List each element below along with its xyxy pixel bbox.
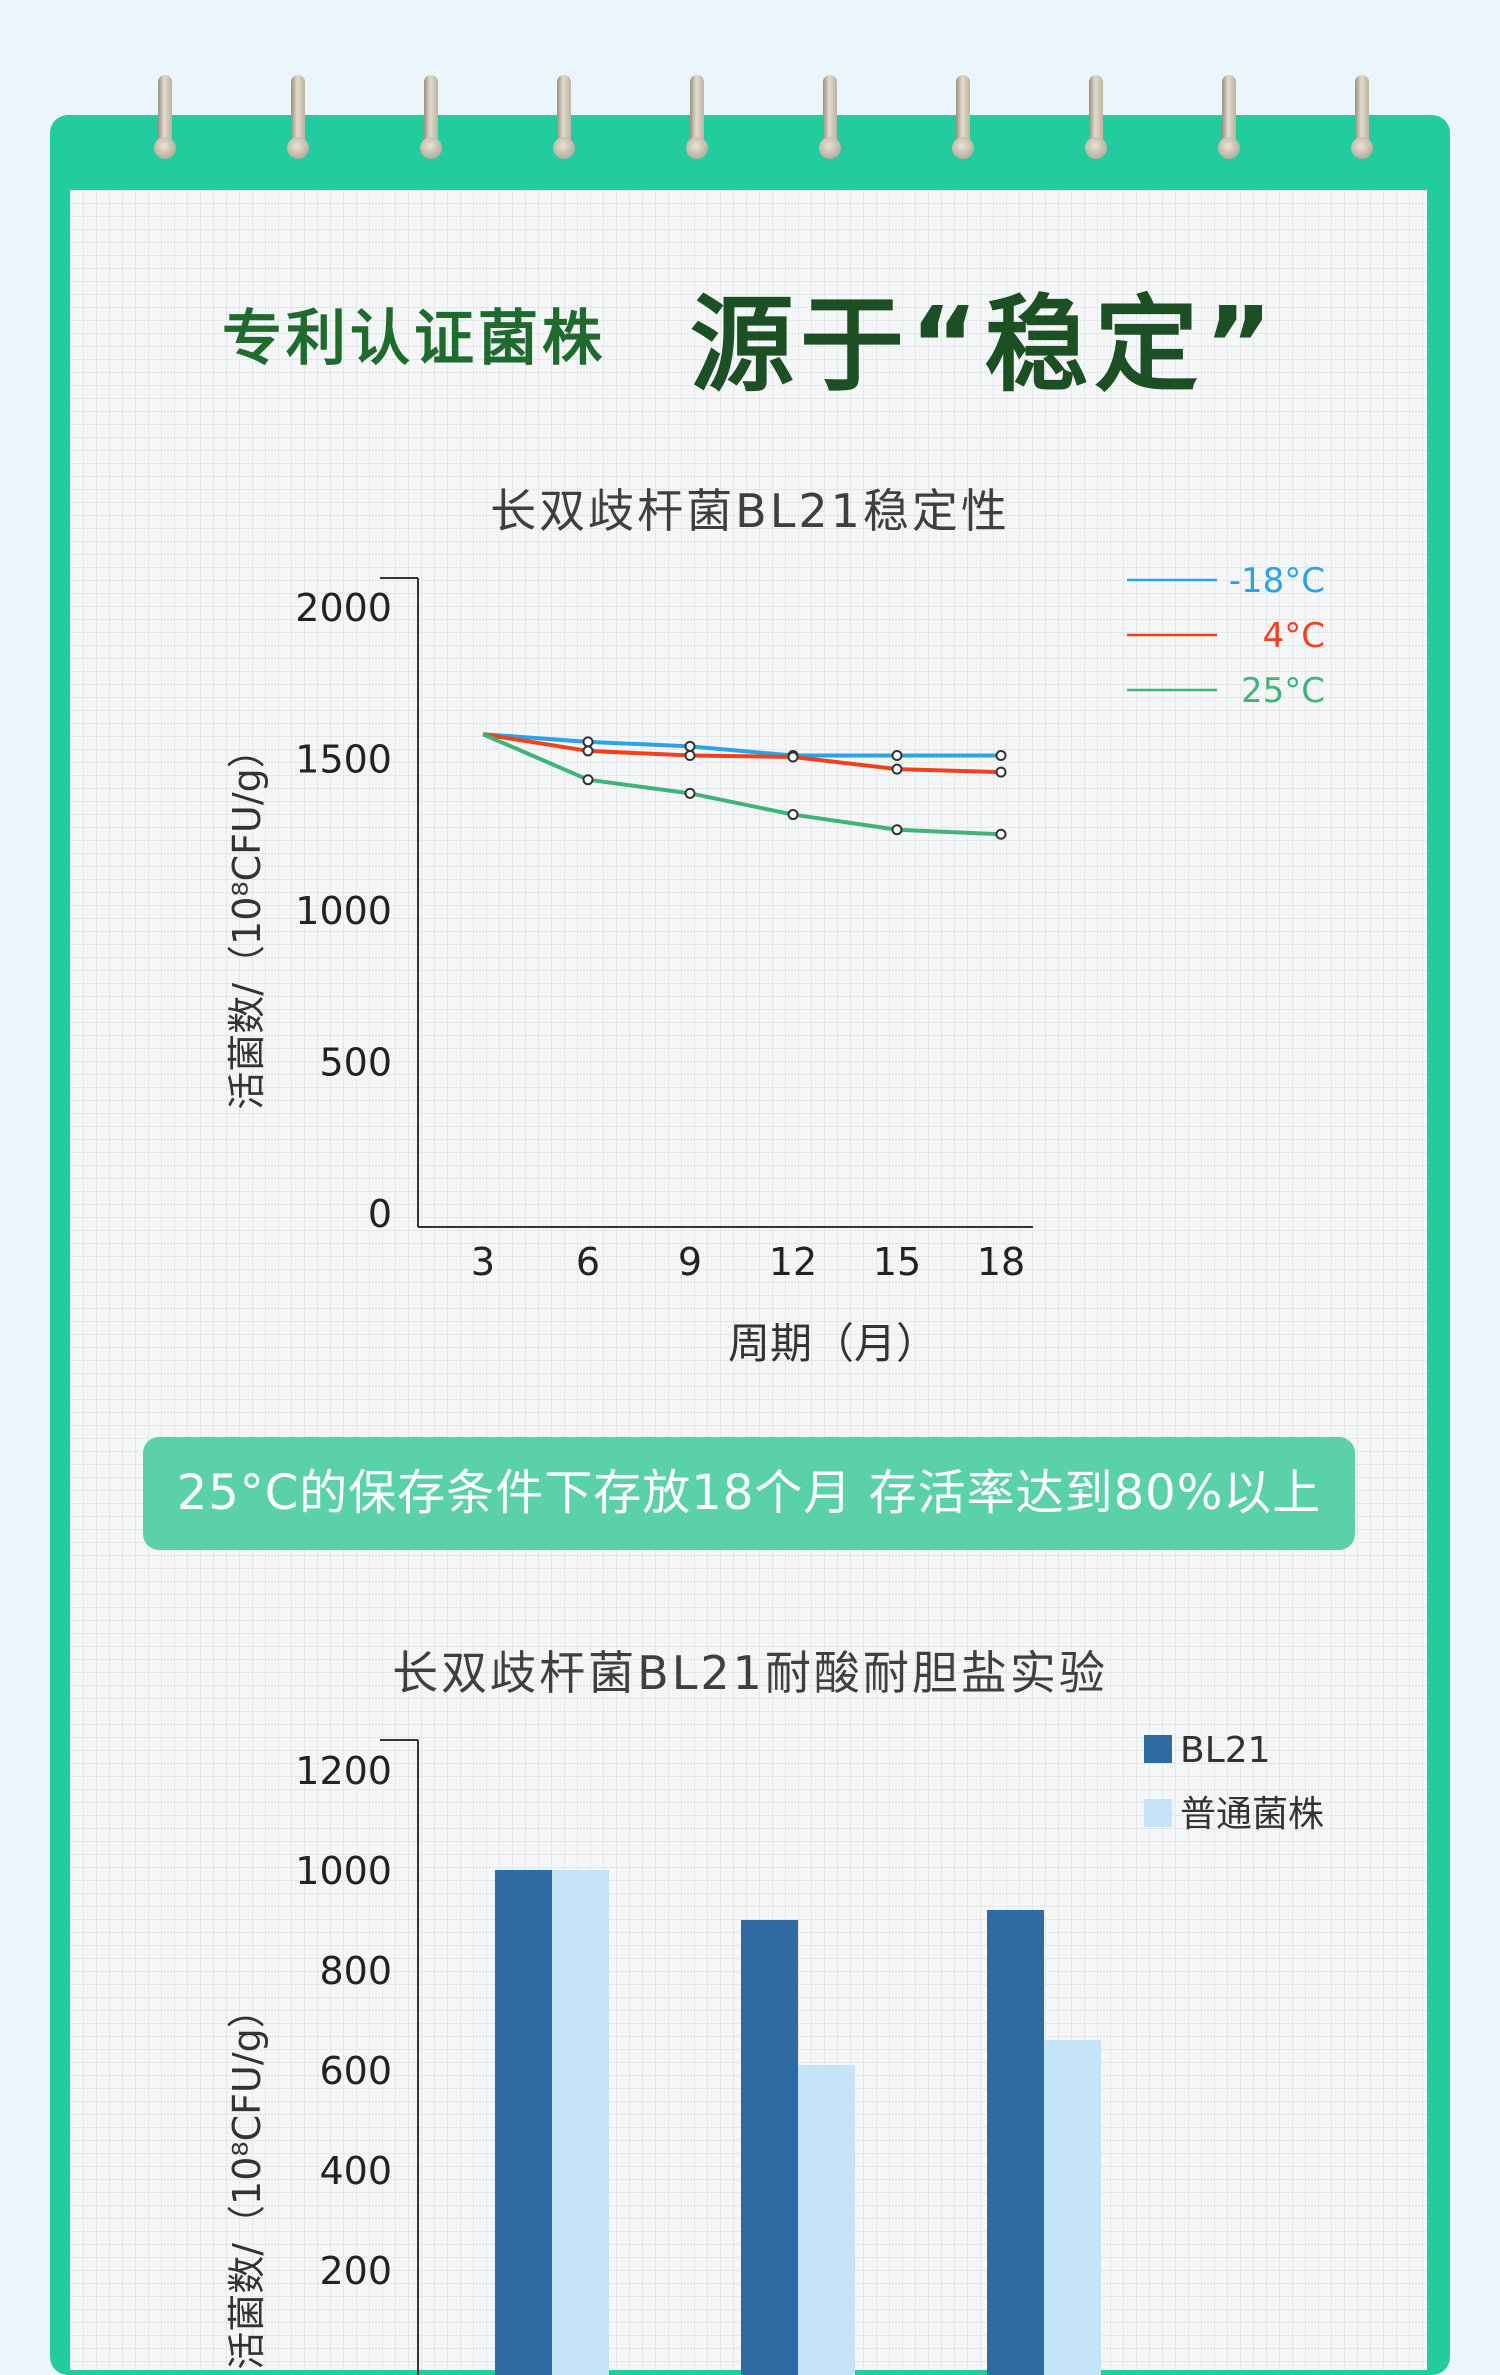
binder-ring	[1351, 75, 1373, 159]
y-tick-label: 1000	[295, 1849, 392, 1893]
highlight-banner: 25°C的保存条件下存放18个月 存活率达到80%以上	[143, 1437, 1355, 1550]
data-point	[995, 749, 1007, 761]
y-axis-label: 活菌数/（10⁸CFU/g）	[225, 730, 269, 1110]
x-tick-label: 18	[977, 1240, 1025, 1284]
binder-ring	[1085, 75, 1107, 159]
line-chart-title: 长双歧杆菌BL21稳定性	[490, 484, 1010, 538]
y-tick-label: 1200	[295, 1749, 392, 1793]
y-tick-label: 1500	[295, 738, 392, 782]
series-line	[482, 732, 1001, 758]
bar	[987, 1910, 1044, 2375]
grid-paper	[70, 190, 1427, 2370]
y-tick-label: 200	[319, 2249, 392, 2293]
data-point	[582, 745, 594, 757]
data-point	[891, 749, 903, 761]
binder-ring	[287, 75, 309, 159]
legend-label: 25°C	[1241, 671, 1325, 711]
data-point	[995, 828, 1007, 840]
banner-text: 25°C的保存条件下存放18个月 存活率达到80%以上	[176, 1465, 1322, 1521]
y-tick-label: 2000	[295, 586, 392, 630]
page-header: 专利认证菌株 源于“稳定”	[0, 250, 1500, 406]
x-tick-label: 15	[873, 1240, 921, 1284]
series-line	[482, 732, 1002, 837]
binder-ring	[154, 75, 176, 159]
y-tick-label: 600	[319, 2049, 392, 2093]
bar	[552, 1870, 609, 2375]
sub-title: 专利认证菌株	[222, 304, 606, 374]
x-tick-label: 12	[769, 1240, 817, 1284]
data-point	[787, 809, 799, 821]
series-line	[482, 732, 1002, 775]
legend-swatch	[1144, 1735, 1172, 1763]
binder-ring	[819, 75, 841, 159]
data-point	[684, 749, 696, 761]
data-point	[787, 751, 799, 763]
line-chart: 0 500 1000 1500 2000 3 6 9 12 15 18 活菌数/（10⁸CFU/g） 周…	[225, 561, 1325, 1368]
legend-swatch	[1144, 1799, 1172, 1827]
bar-chart: 200 400 600 800 1000 1200 活菌数/（10⁸CFU/g） BL21 普通…	[225, 1730, 1324, 2375]
x-tick-label: 9	[678, 1240, 702, 1284]
bar	[741, 1920, 798, 2375]
binder-ring	[553, 75, 575, 159]
y-tick-label: 0	[368, 1192, 392, 1236]
binder-ring	[420, 75, 442, 159]
data-point	[582, 736, 594, 748]
binder-ring	[686, 75, 708, 159]
legend-label: 4°C	[1263, 616, 1325, 656]
y-tick-label: 800	[319, 1949, 392, 1993]
main-title: 源于“稳定”	[690, 284, 1279, 406]
x-tick-label: 6	[576, 1240, 600, 1284]
binder-ring	[1218, 75, 1240, 159]
data-point	[684, 787, 696, 799]
legend-label: -18°C	[1229, 561, 1325, 601]
data-point	[891, 763, 903, 775]
legend-label: BL21	[1180, 1730, 1271, 1771]
y-tick-label: 1000	[295, 889, 392, 933]
y-tick-label: 500	[319, 1041, 392, 1085]
bar	[495, 1870, 552, 2375]
bar	[798, 2065, 855, 2375]
data-point	[995, 766, 1007, 778]
binder-ring	[952, 75, 974, 159]
data-point	[891, 824, 903, 836]
legend-label: 普通菌株	[1180, 1794, 1324, 1835]
x-tick-label: 3	[471, 1240, 495, 1284]
data-point	[582, 774, 594, 786]
bar	[1044, 2040, 1101, 2375]
y-tick-label: 400	[319, 2149, 392, 2193]
data-point	[684, 740, 696, 752]
bar-chart-title: 长双歧杆菌BL21耐酸耐胆盐实验	[392, 1646, 1108, 1700]
y-axis-label: 活菌数/（10⁸CFU/g）	[225, 1990, 269, 2370]
x-axis-label: 周期（月）	[728, 1319, 938, 1368]
